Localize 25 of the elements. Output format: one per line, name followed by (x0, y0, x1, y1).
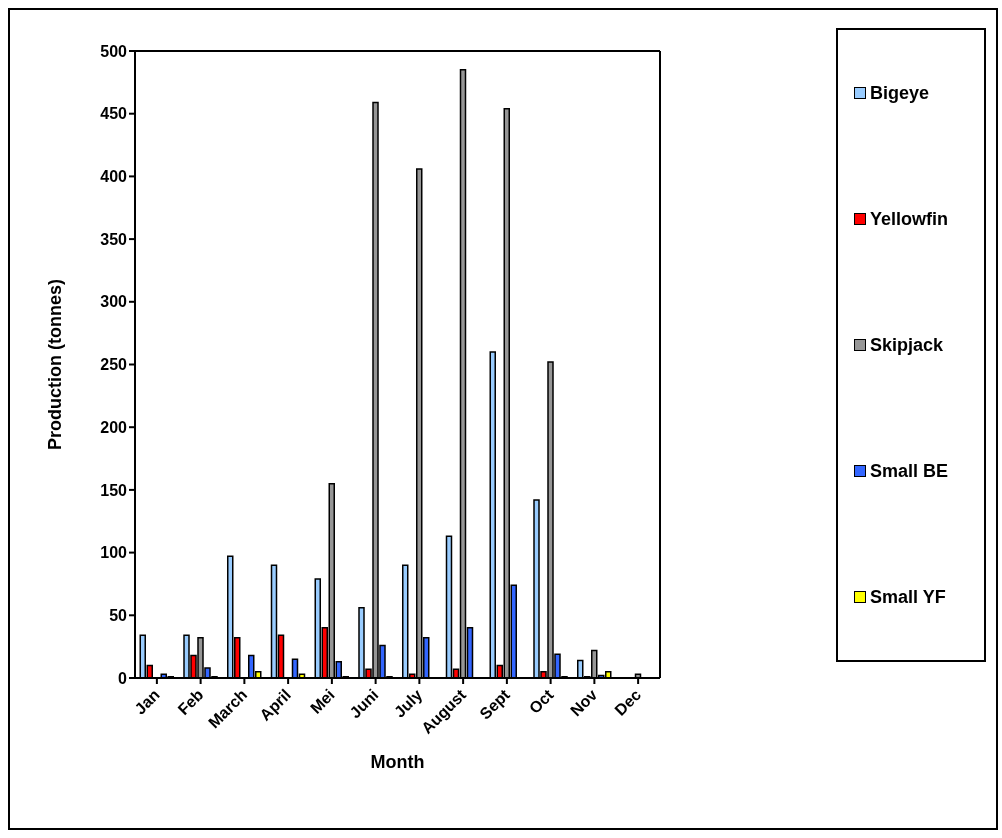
x-tick-label: Dec (611, 685, 645, 719)
y-tick-label: 50 (109, 606, 128, 624)
y-tick-label: 250 (100, 356, 128, 374)
y-tick-label: 300 (100, 293, 128, 311)
legend-label: Bigeye (869, 82, 931, 104)
x-tick-label: Feb (174, 685, 207, 719)
y-tick-label: 200 (100, 418, 128, 436)
y-tick-label: 500 (100, 42, 128, 60)
y-tick-label: 450 (100, 105, 128, 123)
y-tick-label: 350 (100, 230, 128, 248)
y-tick-label: 100 (100, 544, 128, 562)
x-tick-label: Jan (131, 685, 163, 718)
legend-label: Small YF (869, 586, 947, 608)
y-axis-title: Production (tonnes) (45, 279, 66, 450)
x-tick-label: July (390, 685, 426, 721)
legend-label: Yellowfin (869, 208, 949, 230)
y-tick-label: 150 (100, 481, 128, 499)
x-tick-label: Oct (525, 685, 558, 717)
y-tick-label: 0 (118, 669, 128, 687)
x-axis-title: Month (370, 752, 425, 772)
x-tick-label: Nov (566, 685, 601, 720)
x-tick-label: Mei (307, 685, 338, 717)
legend-label: Small BE (869, 460, 950, 482)
y-tick-label: 400 (100, 168, 128, 186)
legend-label: Skipjack (869, 334, 945, 356)
